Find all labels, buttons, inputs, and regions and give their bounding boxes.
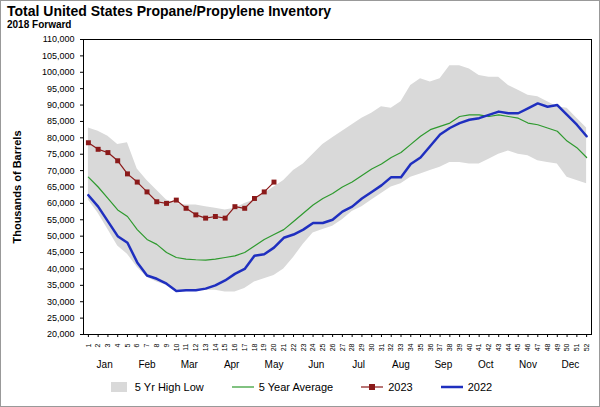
svg-text:4: 4 [114,343,121,347]
svg-text:Aug: Aug [392,359,410,370]
svg-text:41: 41 [475,343,482,351]
svg-text:24: 24 [309,343,316,351]
svg-text:42: 42 [485,343,492,351]
svg-text:15: 15 [221,343,228,351]
svg-text:40: 40 [466,343,473,351]
svg-text:50,000: 50,000 [47,231,75,241]
svg-text:21: 21 [280,343,287,351]
svg-text:34: 34 [407,343,414,351]
svg-text:75,000: 75,000 [47,149,75,159]
svg-text:20,000: 20,000 [47,329,75,339]
svg-text:1: 1 [85,343,92,347]
html-text:2018 Forward: 2018 Forward [7,19,72,30]
svg-text:25,000: 25,000 [47,313,75,323]
svg-text:14: 14 [212,343,219,351]
svg-text:20: 20 [270,343,277,351]
svg-text:80,000: 80,000 [47,133,75,143]
svg-text:40,000: 40,000 [47,264,75,274]
svg-text:7: 7 [143,343,150,347]
svg-text:9: 9 [163,343,170,347]
svg-text:11: 11 [182,343,189,350]
svg-text:45,000: 45,000 [47,247,75,257]
svg-text:95,000: 95,000 [47,84,75,94]
svg-text:32: 32 [387,343,394,351]
svg-text:18: 18 [251,343,258,351]
svg-text:May: May [265,359,284,370]
html-text:5 Year Average: 5 Year Average [258,381,334,393]
svg-text:38: 38 [446,343,453,351]
svg-text:60,000: 60,000 [47,198,75,208]
svg-text:23: 23 [300,343,307,351]
svg-text:30,000: 30,000 [47,297,75,307]
svg-text:50: 50 [563,343,570,351]
svg-text:43: 43 [495,343,502,351]
svg-text:100,000: 100,000 [42,67,75,77]
svg-text:Nov: Nov [519,359,537,370]
svg-text:90,000: 90,000 [47,100,75,110]
svg-text:105,000: 105,000 [42,51,75,61]
html-text:5 Yr High Low: 5 Yr High Low [134,381,204,393]
svg-text:Feb: Feb [138,359,156,370]
svg-text:70,000: 70,000 [47,165,75,175]
svg-text:51: 51 [573,343,580,351]
svg-text:25: 25 [319,343,326,351]
svg-text:31: 31 [378,343,385,351]
svg-text:48: 48 [544,343,551,351]
svg-text:49: 49 [554,343,561,351]
svg-text:Dec: Dec [561,359,579,370]
svg-text:Jun: Jun [308,359,324,370]
svg-text:17: 17 [241,343,248,351]
svg-text:Jan: Jan [97,359,113,370]
svg-text:36: 36 [427,343,434,351]
svg-text:16: 16 [231,343,238,351]
html-text:Total United States Propane/Pr: Total United States Propane/Propylene In… [7,3,332,19]
html-text:2023: 2023 [388,381,413,393]
svg-text:19: 19 [260,343,267,351]
svg-text:45: 45 [514,343,521,351]
svg-text:85,000: 85,000 [47,116,75,126]
svg-text:28: 28 [348,343,355,351]
svg-text:27: 27 [339,343,346,351]
svg-text:Jul: Jul [352,359,365,370]
svg-text:55,000: 55,000 [47,215,75,225]
svg-text:5: 5 [124,343,131,347]
svg-text:110,000: 110,000 [43,34,75,44]
svg-text:10: 10 [173,343,180,351]
svg-text:46: 46 [524,343,531,351]
svg-text:8: 8 [153,343,160,347]
svg-text:2: 2 [94,343,101,347]
svg-text:44: 44 [505,343,512,351]
svg-text:35: 35 [417,343,424,351]
svg-text:12: 12 [192,343,199,351]
svg-text:26: 26 [329,343,336,351]
svg-text:35,000: 35,000 [47,280,75,290]
svg-text:Apr: Apr [224,359,240,370]
svg-text:Oct: Oct [478,359,494,370]
svg-text:37: 37 [436,343,443,351]
svg-text:29: 29 [358,343,365,351]
html-text:2022: 2022 [467,381,493,393]
svg-text:30: 30 [368,343,375,351]
svg-text:3: 3 [104,343,111,347]
svg-text:65,000: 65,000 [47,182,75,192]
svg-text:Thousands of Barrels: Thousands of Barrels [11,130,23,243]
svg-text:6: 6 [133,343,140,347]
svg-text:33: 33 [397,343,404,351]
svg-text:39: 39 [456,343,463,351]
svg-text:22: 22 [290,343,297,351]
svg-text:Sep: Sep [434,359,452,370]
svg-text:52: 52 [583,343,590,351]
svg-text:13: 13 [202,343,209,351]
svg-text:Mar: Mar [181,359,199,370]
svg-text:47: 47 [534,343,541,351]
